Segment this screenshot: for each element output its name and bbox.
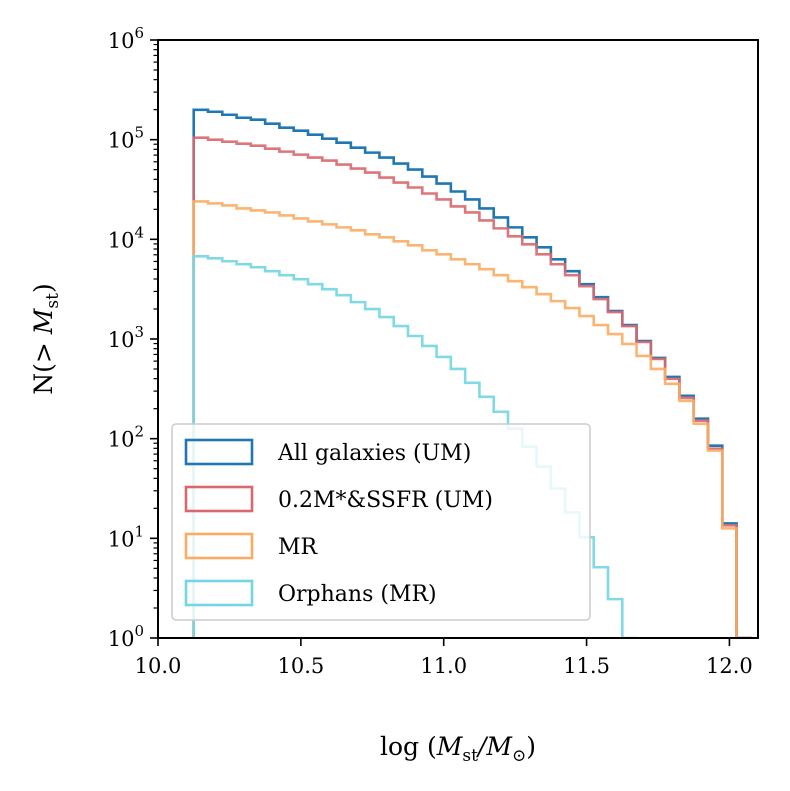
series-line-2 (192, 136, 753, 638)
y-tick-exponent: 4 (134, 223, 144, 241)
x-tick-label: 11.0 (420, 654, 467, 678)
y-tick-label: 106 (108, 24, 144, 53)
y-tick-label: 104 (108, 223, 144, 252)
y-tick-exponent: 2 (134, 423, 144, 441)
y-tick-base: 10 (108, 29, 135, 53)
y-axis-label-prefix: N(> (29, 334, 58, 395)
legend-swatch (184, 579, 254, 607)
legend-swatch (184, 532, 254, 560)
y-axis-label-close: ) (29, 283, 58, 293)
x-tick-label: 11.5 (563, 654, 610, 678)
y-tick-exponent: 1 (134, 522, 144, 540)
legend-frame (171, 423, 591, 621)
y-tick-label: 101 (108, 522, 144, 551)
y-tick-base: 10 (108, 129, 135, 153)
x-axis-label-m1: M (436, 732, 464, 761)
x-axis-label-sub1: st (462, 746, 478, 766)
y-tick-base: 10 (108, 527, 135, 551)
legend: All galaxies (UM) 0.2M*&SSFR (UM) MR Orphan… (171, 423, 591, 621)
y-tick-label: 105 (108, 124, 144, 153)
legend-label: 0.2M*&SSFR (UM) (278, 488, 493, 513)
x-tick-label: 12.0 (706, 654, 753, 678)
x-axis: 10.0 10.5 11.0 11.5 12.0 (135, 638, 753, 678)
x-axis-label-slash: /M (476, 732, 513, 761)
legend-label: MR (278, 535, 319, 560)
x-tick-label: 10.5 (277, 654, 324, 678)
y-tick-base: 10 (108, 228, 135, 252)
y-tick-exponent: 3 (134, 323, 144, 341)
y-axis-label-m: M (29, 307, 58, 335)
y-tick-label: 100 (108, 622, 144, 651)
y-tick-label: 103 (108, 323, 144, 352)
x-axis-label-close: ) (526, 732, 536, 761)
y-tick-exponent: 6 (134, 24, 144, 42)
series-layer (192, 108, 753, 638)
y-tick-base: 10 (108, 627, 135, 651)
y-tick-label: 102 (108, 423, 144, 452)
x-axis-label-prefix: log ( (380, 732, 437, 761)
x-tick-label: 10.0 (135, 654, 182, 678)
y-tick-base: 10 (108, 428, 135, 452)
y-tick-exponent: 5 (134, 124, 144, 142)
series-line-3 (192, 200, 753, 638)
x-axis-label-sub2: ⊙ (512, 746, 526, 766)
legend-swatch (184, 438, 254, 466)
y-tick-exponent: 0 (134, 622, 144, 640)
legend-label: All galaxies (UM) (277, 441, 471, 466)
legend-label: Orphans (MR) (278, 582, 437, 607)
y-tick-base: 10 (108, 328, 135, 352)
legend-swatch (184, 485, 254, 513)
y-axis-label-sub: st (43, 293, 63, 309)
y-axis-label: N(> Mst) (29, 283, 63, 394)
x-axis-label: log (Mst/M⊙) (380, 732, 536, 766)
y-axis-label-group: N(> Mst) (29, 283, 63, 394)
